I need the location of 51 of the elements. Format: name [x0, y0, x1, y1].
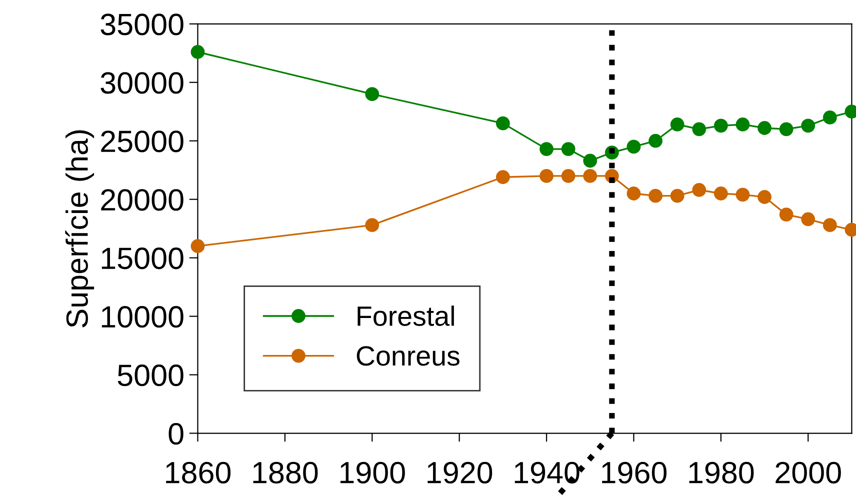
point	[801, 118, 816, 133]
point	[540, 142, 554, 156]
point	[561, 169, 576, 183]
point	[561, 142, 576, 156]
y-axis-title: Superfície (ha)	[65, 130, 94, 328]
y-tick-label: 5000	[118, 364, 184, 386]
point	[714, 186, 728, 200]
point	[540, 169, 554, 183]
point	[583, 169, 598, 183]
point	[758, 190, 772, 204]
point	[822, 110, 837, 124]
point	[670, 188, 684, 203]
y-tick-label: 30000	[100, 72, 184, 94]
x-tick-label: 1920	[428, 462, 492, 484]
y-tick-label: 25000	[101, 130, 184, 152]
point	[365, 218, 380, 232]
x-tick-label: 1980	[689, 462, 754, 484]
y-tick-label: 20000	[101, 189, 184, 211]
x-tick-label: 1960	[602, 462, 667, 484]
y-tick-label: 15000	[102, 248, 184, 270]
point	[670, 118, 684, 132]
point	[736, 118, 750, 132]
point	[822, 218, 837, 232]
y-tick-label: 0	[168, 422, 184, 445]
x-tick-label: 1900	[340, 462, 405, 484]
point	[779, 208, 794, 222]
point	[692, 122, 706, 136]
point	[626, 186, 641, 200]
point	[583, 154, 598, 168]
point	[496, 170, 510, 184]
x-tick-label: 1860	[166, 462, 231, 484]
x-tick-label: 2000	[776, 462, 841, 484]
point	[365, 87, 380, 102]
point	[190, 239, 205, 254]
point	[190, 45, 205, 59]
point	[801, 212, 816, 226]
point	[758, 121, 772, 135]
y-tick-label: 35000	[100, 14, 184, 36]
y-tick-label: 10000	[102, 306, 184, 328]
point	[648, 134, 662, 148]
point	[496, 116, 510, 130]
point	[626, 140, 641, 154]
point	[714, 118, 728, 133]
point	[779, 122, 794, 136]
x-tick-label: 1880	[253, 462, 318, 484]
x-tick-label: 1940	[514, 462, 580, 484]
legend-label: Forestal	[358, 306, 454, 326]
point	[736, 188, 750, 202]
point	[648, 188, 662, 203]
point	[692, 183, 706, 197]
legend-label: Conreus	[356, 346, 460, 366]
